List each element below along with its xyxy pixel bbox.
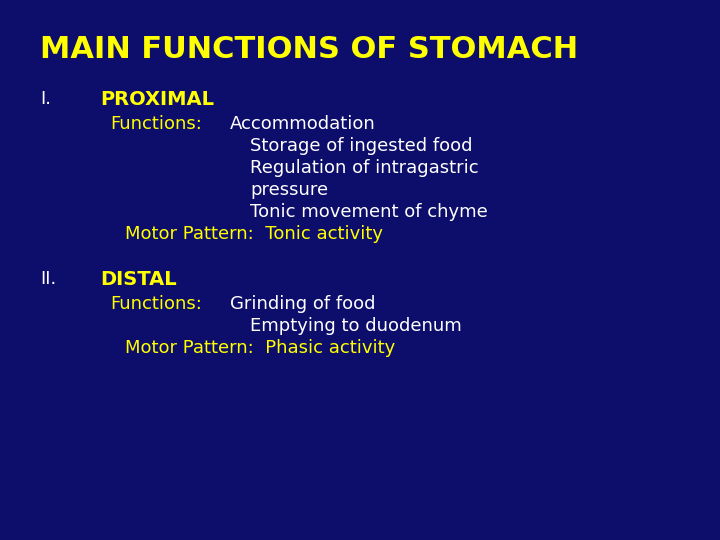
Text: Tonic movement of chyme: Tonic movement of chyme (250, 203, 487, 221)
Text: Functions:: Functions: (110, 115, 202, 133)
Text: Accommodation: Accommodation (230, 115, 376, 133)
Text: Motor Pattern:  Phasic activity: Motor Pattern: Phasic activity (125, 339, 395, 357)
Text: Motor Pattern:  Tonic activity: Motor Pattern: Tonic activity (125, 225, 383, 243)
Text: Grinding of food: Grinding of food (230, 295, 376, 313)
Text: pressure: pressure (250, 181, 328, 199)
Text: Storage of ingested food: Storage of ingested food (250, 137, 472, 155)
Text: PROXIMAL: PROXIMAL (100, 90, 214, 109)
Text: Regulation of intragastric: Regulation of intragastric (250, 159, 479, 177)
Text: II.: II. (40, 270, 56, 288)
Text: MAIN FUNCTIONS OF STOMACH: MAIN FUNCTIONS OF STOMACH (40, 35, 578, 64)
Text: Emptying to duodenum: Emptying to duodenum (250, 317, 462, 335)
Text: I.: I. (40, 90, 51, 108)
Text: Functions:: Functions: (110, 295, 202, 313)
Text: DISTAL: DISTAL (100, 270, 176, 289)
